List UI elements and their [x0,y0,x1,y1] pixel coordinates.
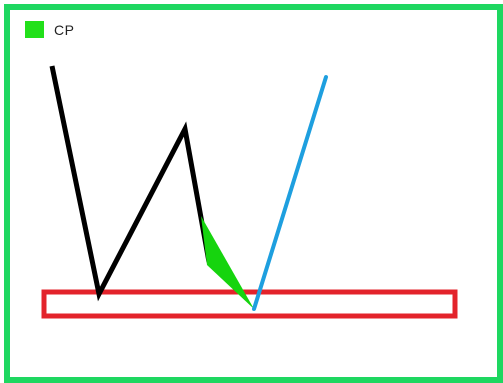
green-wedge [201,216,254,309]
black-zigzag-path [49,65,212,302]
legend: CP [25,21,74,38]
blue-rising-path [252,75,328,311]
legend-label: CP [54,21,75,38]
legend-swatch [25,21,44,38]
red-zone-box [41,289,458,319]
